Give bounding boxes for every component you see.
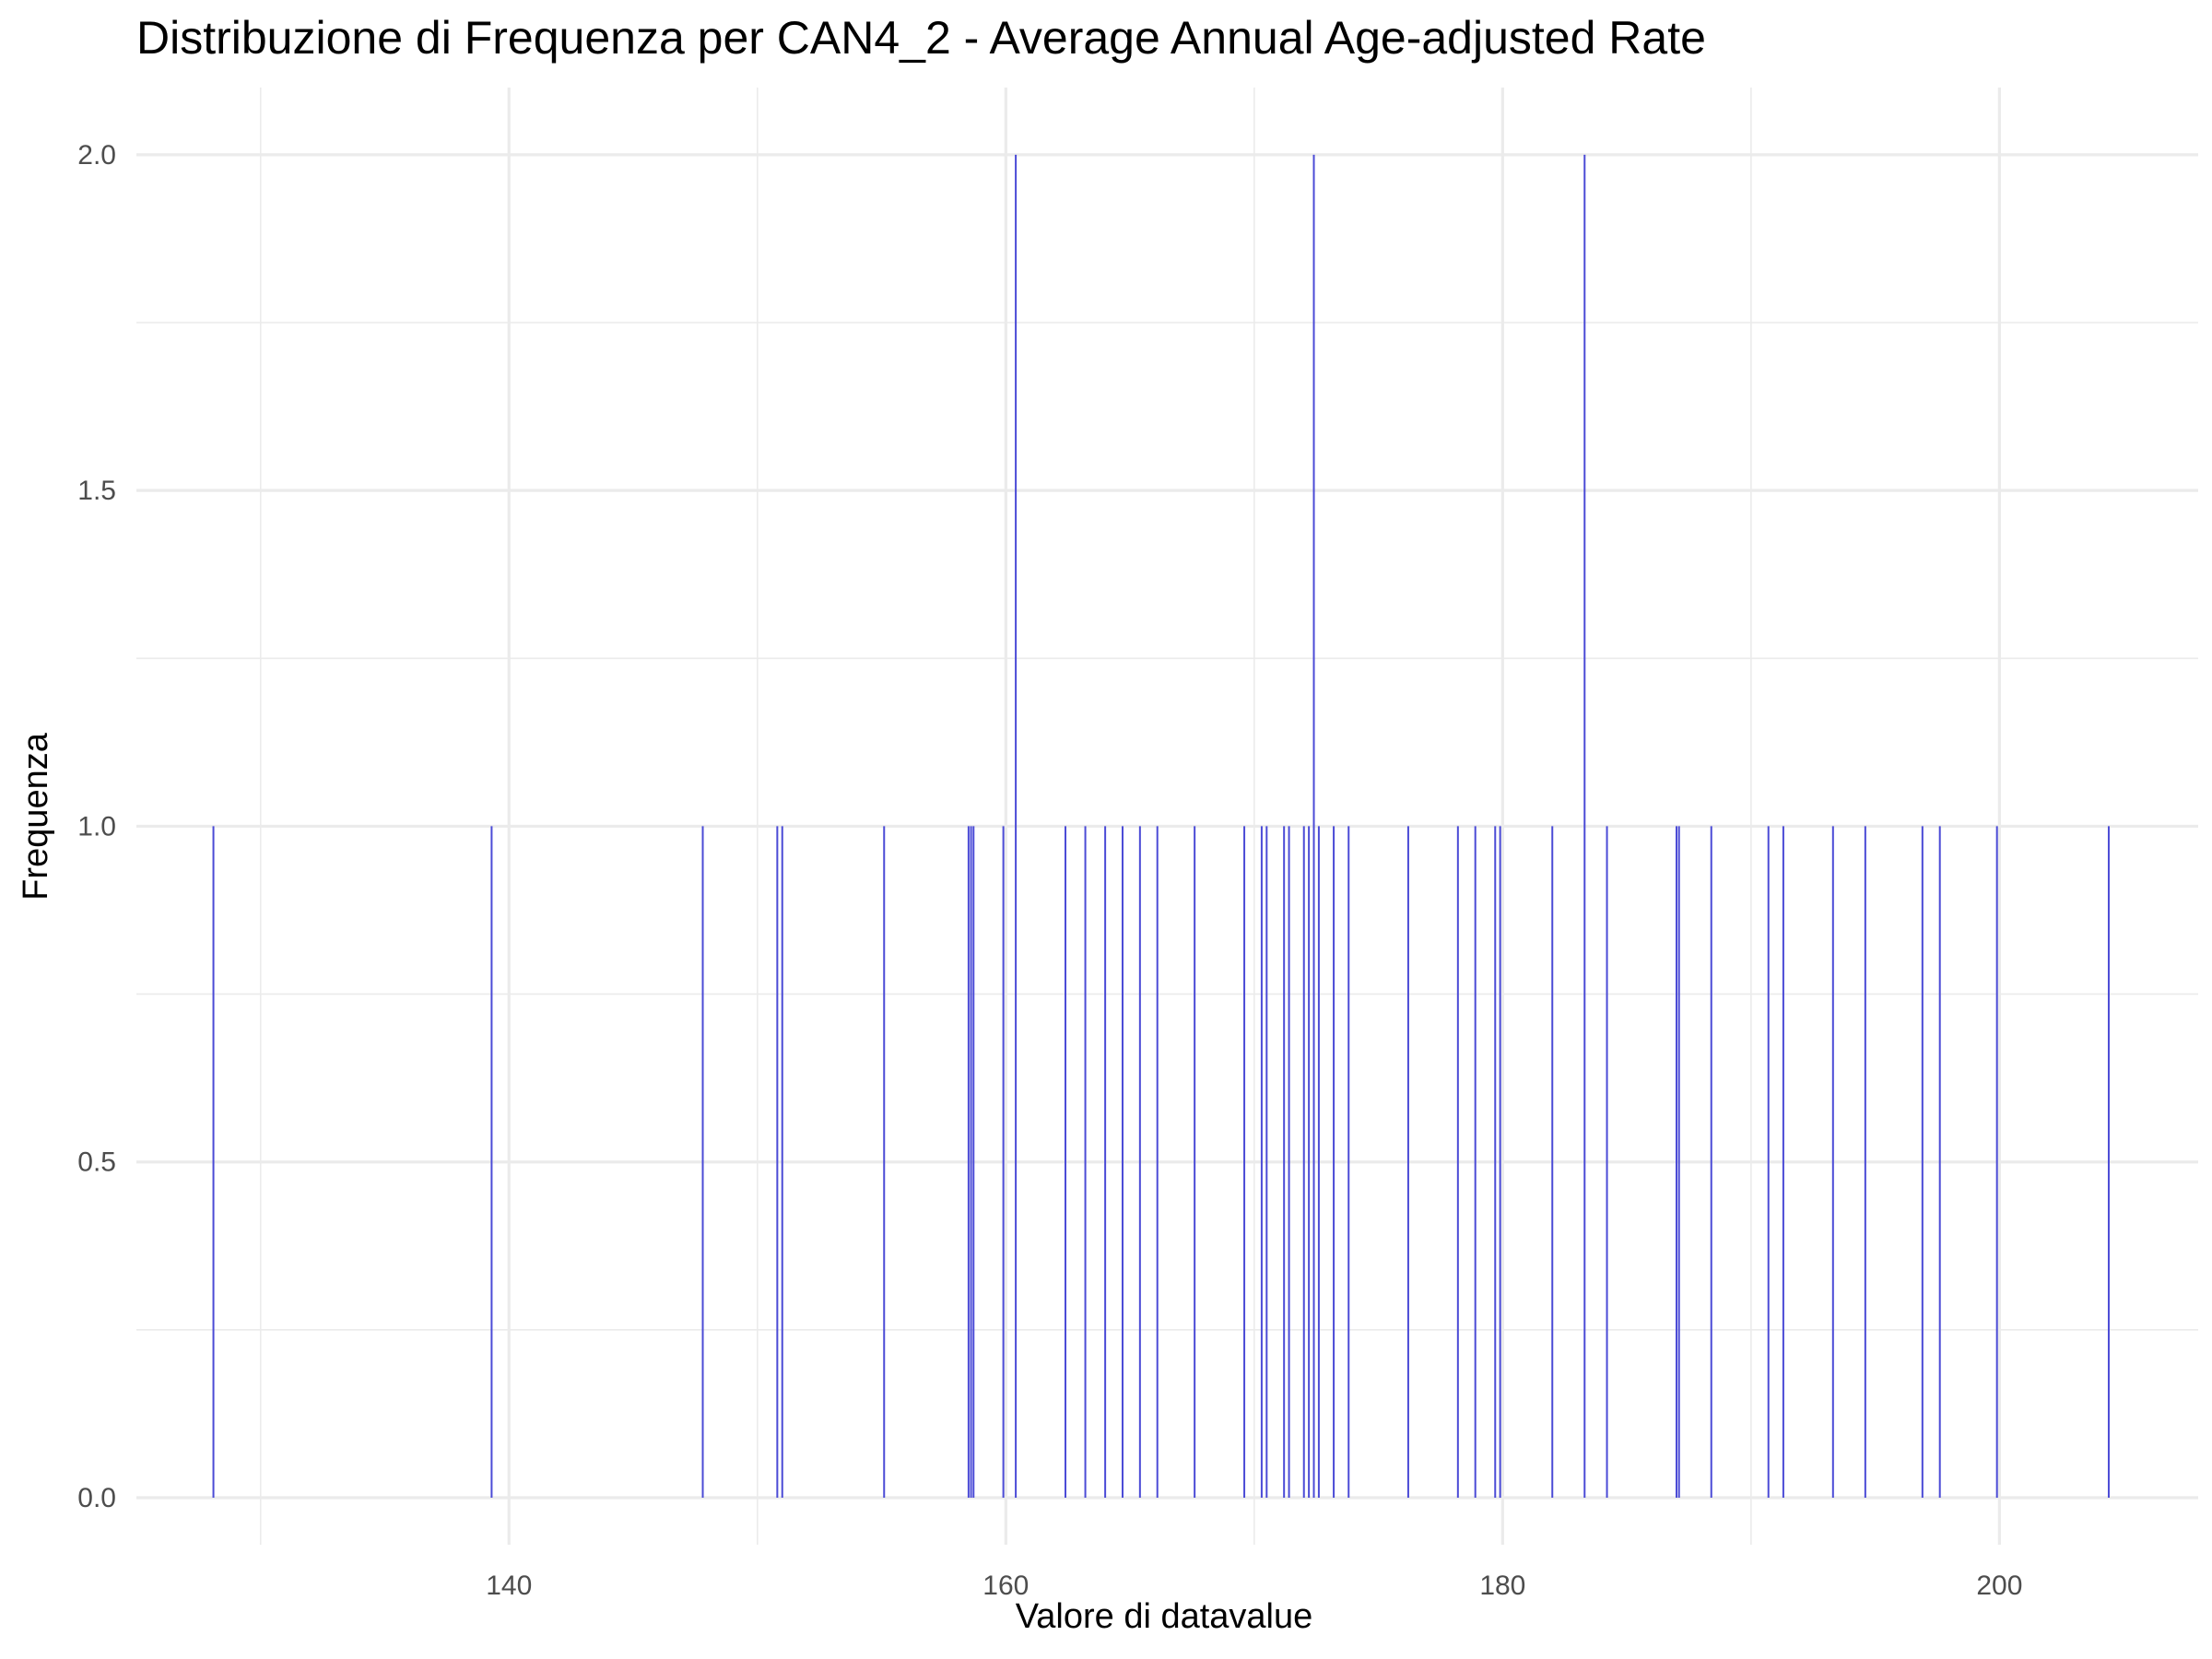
- histogram-bars: [212, 154, 2110, 1498]
- x-axis-tick-labels: 140 160 180 200: [486, 1571, 2022, 1601]
- grid-lines: [136, 88, 2198, 1545]
- x-tick-label: 200: [1976, 1571, 2022, 1601]
- y-tick-label: 1.0: [77, 811, 116, 841]
- x-tick-label: 180: [1479, 1571, 1525, 1601]
- y-axis-title: Frequenza: [17, 732, 55, 900]
- y-tick-label: 2.0: [77, 140, 116, 171]
- y-tick-label: 0.0: [77, 1483, 116, 1513]
- x-tick-label: 160: [982, 1571, 1029, 1601]
- x-axis-title: Valore di datavalue: [1016, 1597, 1313, 1636]
- chart-title: Distribuzione di Frequenza per CAN4_2 - …: [136, 12, 1706, 64]
- y-axis-tick-labels: 0.0 0.5 1.0 1.5 2.0: [77, 140, 116, 1513]
- x-tick-label: 140: [486, 1571, 532, 1601]
- y-tick-label: 1.5: [77, 476, 116, 506]
- y-tick-label: 0.5: [77, 1147, 116, 1178]
